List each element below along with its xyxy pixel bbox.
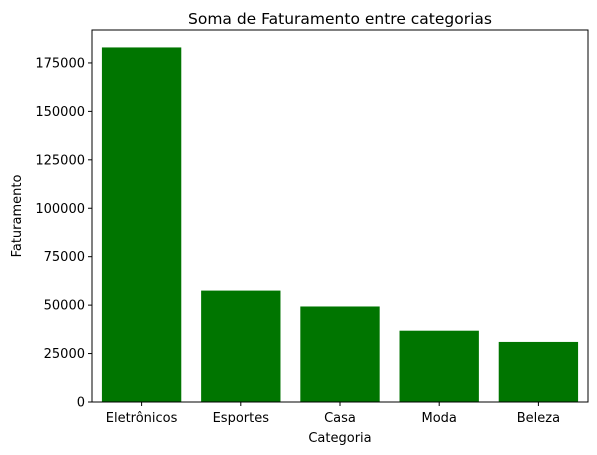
chart-title: Soma de Faturamento entre categorias: [188, 10, 492, 28]
bar-2: [300, 306, 380, 402]
x-tick-label: Esportes: [213, 411, 270, 426]
x-tick-label: Moda: [422, 411, 457, 426]
bars-group: [101, 47, 579, 402]
x-tick-label: Eletrônicos: [106, 411, 178, 426]
y-tick-label: 100000: [35, 202, 85, 217]
y-axis-title: Faturamento: [10, 175, 25, 258]
x-axis-ticks: Eletrônicos Esportes Casa Moda Beleza: [106, 402, 560, 426]
y-tick-label: 150000: [35, 105, 85, 120]
y-tick-label: 125000: [35, 153, 85, 168]
bar-4: [498, 341, 579, 402]
bar-3: [399, 330, 479, 402]
x-tick-label: Casa: [324, 411, 356, 426]
y-tick-label: 0: [77, 396, 85, 411]
x-axis-title: Categoria: [308, 431, 371, 446]
x-tick-label: Beleza: [517, 411, 560, 426]
y-axis-ticks: 0 25000 50000 75000 100000 125000 150000 175000: [35, 56, 92, 411]
y-tick-label: 75000: [44, 250, 85, 265]
plot-frame: [91, 29, 589, 403]
bar-0: [101, 47, 182, 402]
y-tick-label: 175000: [35, 56, 85, 71]
y-tick-label: 50000: [44, 299, 85, 314]
bar-1: [201, 290, 281, 402]
y-tick-label: 25000: [44, 347, 85, 362]
